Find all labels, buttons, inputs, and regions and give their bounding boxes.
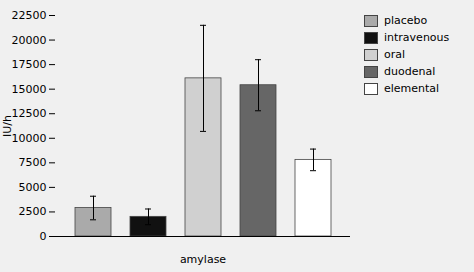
html-text:placebo: placebo — [384, 14, 428, 27]
html-text:duodenal: duodenal — [384, 65, 436, 78]
svg-text:17500: 17500 — [12, 58, 47, 71]
svg-text:2500: 2500 — [19, 205, 47, 218]
html-text:intravenous: intravenous — [384, 31, 450, 44]
svg-text:20000: 20000 — [12, 34, 47, 47]
svg-text:IU/h: IU/h — [1, 115, 14, 137]
svg-text:12500: 12500 — [12, 107, 47, 120]
html-text:oral: oral — [384, 48, 406, 61]
svg-text:amylase: amylase — [180, 253, 226, 266]
svg-text:15000: 15000 — [12, 83, 47, 96]
svg-text:22500: 22500 — [12, 9, 47, 22]
svg-text:5000: 5000 — [19, 181, 47, 194]
svg-text:10000: 10000 — [12, 132, 47, 145]
svg-text:0: 0 — [40, 230, 47, 243]
svg-text:7500: 7500 — [19, 156, 47, 169]
html-text:elemental: elemental — [384, 82, 440, 95]
